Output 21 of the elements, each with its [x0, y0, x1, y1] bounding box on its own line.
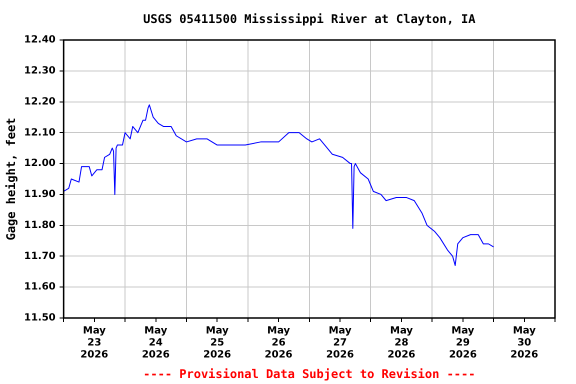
y-tick-label: 12.20: [24, 96, 56, 108]
y-tick-label: 12.40: [24, 34, 56, 46]
x-tick-label: May 24 2026: [142, 326, 170, 361]
y-tick-label: 11.60: [24, 282, 56, 293]
y-tick-label: 11.80: [24, 220, 56, 231]
y-tick-label: 11.50: [24, 312, 56, 324]
y-tick-label: 12.00: [24, 158, 56, 170]
x-tick-label: May 27 2026: [326, 326, 354, 361]
y-tick-label: 11.90: [24, 189, 56, 200]
y-tick-label: 11.70: [24, 250, 56, 262]
x-tick-label: May 25 2026: [203, 326, 232, 361]
y-tick-label: 12.30: [24, 65, 56, 76]
x-tick-label: May 26 2026: [264, 326, 293, 361]
x-tick-label: May 30 2026: [510, 326, 538, 361]
y-axis-title: Gage height, feet: [4, 118, 18, 240]
x-tick-label: May 28 2026: [388, 326, 416, 361]
text: ---- Provisional Data Subject to Revision ----: [143, 367, 476, 382]
chart-title: USGS 05411500 Mississippi River at Clayton, IA: [143, 12, 476, 26]
x-tick-label: May 29 2026: [448, 326, 477, 361]
y-tick-label: 12.10: [24, 127, 56, 138]
x-tick-label: May 23 2026: [80, 326, 108, 361]
